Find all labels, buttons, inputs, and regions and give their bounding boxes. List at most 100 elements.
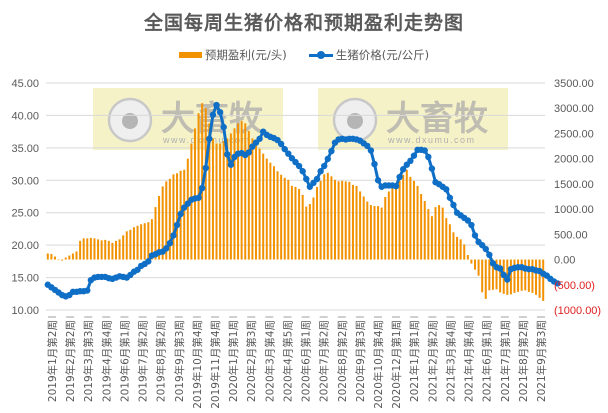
profit-bar [359,191,362,260]
price-point [328,147,335,155]
x-tick-label: 2020年7月第2周 [318,320,331,402]
bar-swatch-icon [178,52,202,58]
profit-bar [122,235,125,260]
price-point [410,152,418,159]
profit-bar [280,174,283,260]
profit-bar [161,186,164,260]
price-point [277,140,285,148]
profit-bar [64,257,67,260]
profit-bar [61,259,64,261]
profit-bar [53,256,56,260]
profit-bar [140,224,143,260]
left-tick-label: 35.00 [11,143,39,155]
price-point [281,145,288,153]
price-point [500,271,507,279]
price-point [496,265,504,272]
profit-bar [337,181,340,260]
profit-bar [237,123,240,260]
left-axis-ticks: 45.00 40.00 35.00 30.00 25.00 20.00 15.00 10.00 [11,78,39,317]
price-point [554,280,561,287]
profit-bar [499,259,502,293]
profit-bar [208,123,211,260]
legend-label-price: 生猪价格(元/公斤) [335,48,430,62]
profit-bar [183,169,186,260]
price-point [195,194,202,201]
profit-bar [531,259,534,293]
price-point [173,221,181,229]
profit-bar [219,143,222,260]
price-point [425,153,432,161]
price-point [392,182,400,190]
x-tick-label: 2019年9月第3周 [173,320,186,402]
profit-bar [165,181,168,260]
watermark-text: 大畜牧 [386,99,489,139]
x-tick-label: 2020年10月第4周 [372,320,385,409]
profit-bar [247,130,250,260]
profit-bar [222,141,225,260]
x-tick-label: 2021年1月第1周 [408,320,421,402]
profit-bar [409,176,412,260]
x-tick-label: 2019年6月第1周 [118,320,131,402]
profit-bar [456,236,459,260]
profit-bar [484,259,487,299]
x-tick-label: 2020年2月第3周 [245,320,258,402]
x-tick-label: 2020年8月第2周 [336,320,349,402]
x-tick-label: 2019年2月第2周 [64,320,77,402]
legend-item-price[interactable]: 生猪价格(元/公斤) [308,47,430,63]
chart-legend: 预期盈利(元/头) 生猪价格(元/公斤) [0,47,608,63]
profit-bar [226,138,229,260]
profit-bar [75,251,78,260]
price-point [198,184,206,192]
profit-bar [412,180,415,260]
profit-bar [513,259,516,293]
profit-bar [416,185,419,260]
profit-bar [491,259,494,290]
x-tick-label: 2020年6月第1周 [300,320,313,402]
profit-bar [158,195,161,260]
profit-bar [423,201,426,260]
profit-bar [136,225,139,260]
profit-bar [115,240,118,260]
price-point [213,101,220,109]
price-point [396,173,403,181]
x-tick-label: 2019年1月第2周 [46,320,59,402]
profit-bar [269,162,272,260]
price-point [421,147,428,154]
profit-bar [97,239,100,260]
price-point [220,123,227,131]
profit-bar [391,183,394,260]
profit-bar [420,193,423,260]
profit-bar [143,223,146,260]
profit-bar [333,179,336,260]
right-tick-label: 1000.00 [554,204,594,216]
price-point [216,108,224,116]
left-tick-label: 15.00 [11,273,39,285]
profit-bar [172,174,175,260]
profit-bar [125,231,128,260]
right-tick-label: 2500.00 [554,128,594,140]
profit-bar [283,177,286,260]
price-point [471,232,479,239]
profit-bar [168,178,171,260]
x-tick-label: 2020年9月第3周 [354,320,367,402]
x-tick-label: 2020年1月第1周 [227,320,240,402]
right-tick-label: (500.00) [554,280,595,292]
price-point [468,221,475,229]
x-axis-ticks: 2019年1月第2周 2019年2月第2周 2019年3月第3周 2019年4月第4周… [46,316,548,409]
profit-bar [509,259,512,295]
profit-bar [527,259,530,292]
price-point [450,201,457,209]
profit-bar [233,128,236,260]
legend-item-profit[interactable]: 预期盈利(元/头) [178,47,287,63]
profit-bar [535,259,538,295]
profit-bar [355,185,358,260]
profit-bar [438,205,441,260]
profit-bar [118,239,121,260]
x-tick-label: 2021年8月第2周 [517,320,530,402]
x-tick-label: 2019年8月第2周 [155,320,168,402]
price-point [170,232,177,239]
profit-bar [366,201,369,260]
price-point [374,177,382,184]
right-tick-label: (1000.00) [554,305,601,317]
price-point [313,175,321,183]
